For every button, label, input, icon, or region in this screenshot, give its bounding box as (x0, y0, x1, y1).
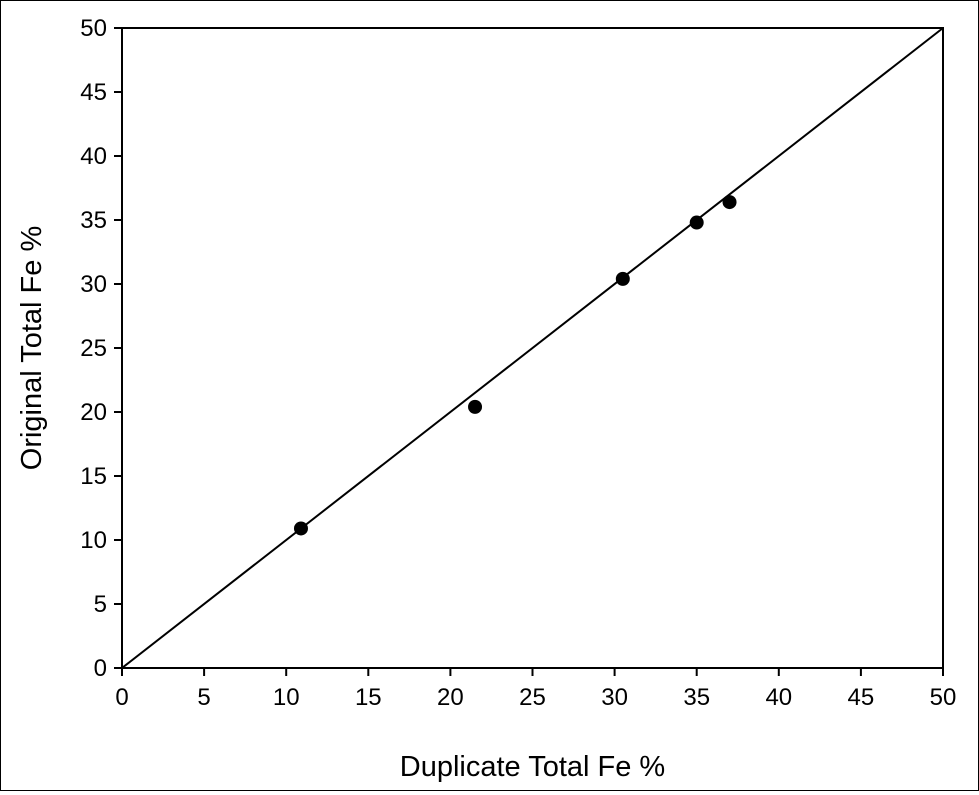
x-tick-label: 40 (765, 684, 792, 711)
y-tick-label: 10 (80, 527, 107, 554)
y-tick-label: 15 (80, 463, 107, 490)
data-point (293, 521, 308, 536)
x-tick-label: 30 (601, 684, 628, 711)
y-tick-label: 40 (80, 143, 107, 170)
y-tick-label: 0 (94, 655, 107, 682)
y-tick-label: 25 (80, 335, 107, 362)
y-tick-label: 45 (80, 79, 107, 106)
y-axis-ticks: 0 5 10 15 20 25 30 35 40 45 50 (80, 15, 122, 682)
x-tick-label: 45 (848, 684, 875, 711)
x-axis-ticks: 0 5 10 15 20 25 30 35 40 45 50 (115, 668, 956, 711)
y-tick-label: 20 (80, 399, 107, 426)
data-point (722, 195, 737, 210)
y-axis-title: Original Total Fe % (16, 226, 48, 470)
y-tick-label: 5 (94, 591, 107, 618)
y-tick-label: 35 (80, 207, 107, 234)
x-tick-label: 5 (197, 684, 210, 711)
data-points-layer (293, 195, 737, 536)
x-tick-label: 15 (355, 684, 382, 711)
reference-line-layer (121, 27, 944, 669)
x-tick-label: 35 (683, 684, 710, 711)
x-axis-title: Duplicate Total Fe % (400, 751, 665, 783)
y-tick-label: 30 (80, 271, 107, 298)
x-tick-label: 0 (115, 684, 128, 711)
y-tick-label: 50 (80, 15, 107, 42)
x-tick-label: 10 (273, 684, 300, 711)
data-point (615, 271, 630, 286)
data-point (689, 215, 704, 230)
one-to-one-reference-line (121, 27, 944, 669)
x-tick-label: 20 (437, 684, 464, 711)
x-tick-label: 50 (930, 684, 957, 711)
data-point (468, 399, 483, 414)
x-tick-label: 25 (519, 684, 546, 711)
